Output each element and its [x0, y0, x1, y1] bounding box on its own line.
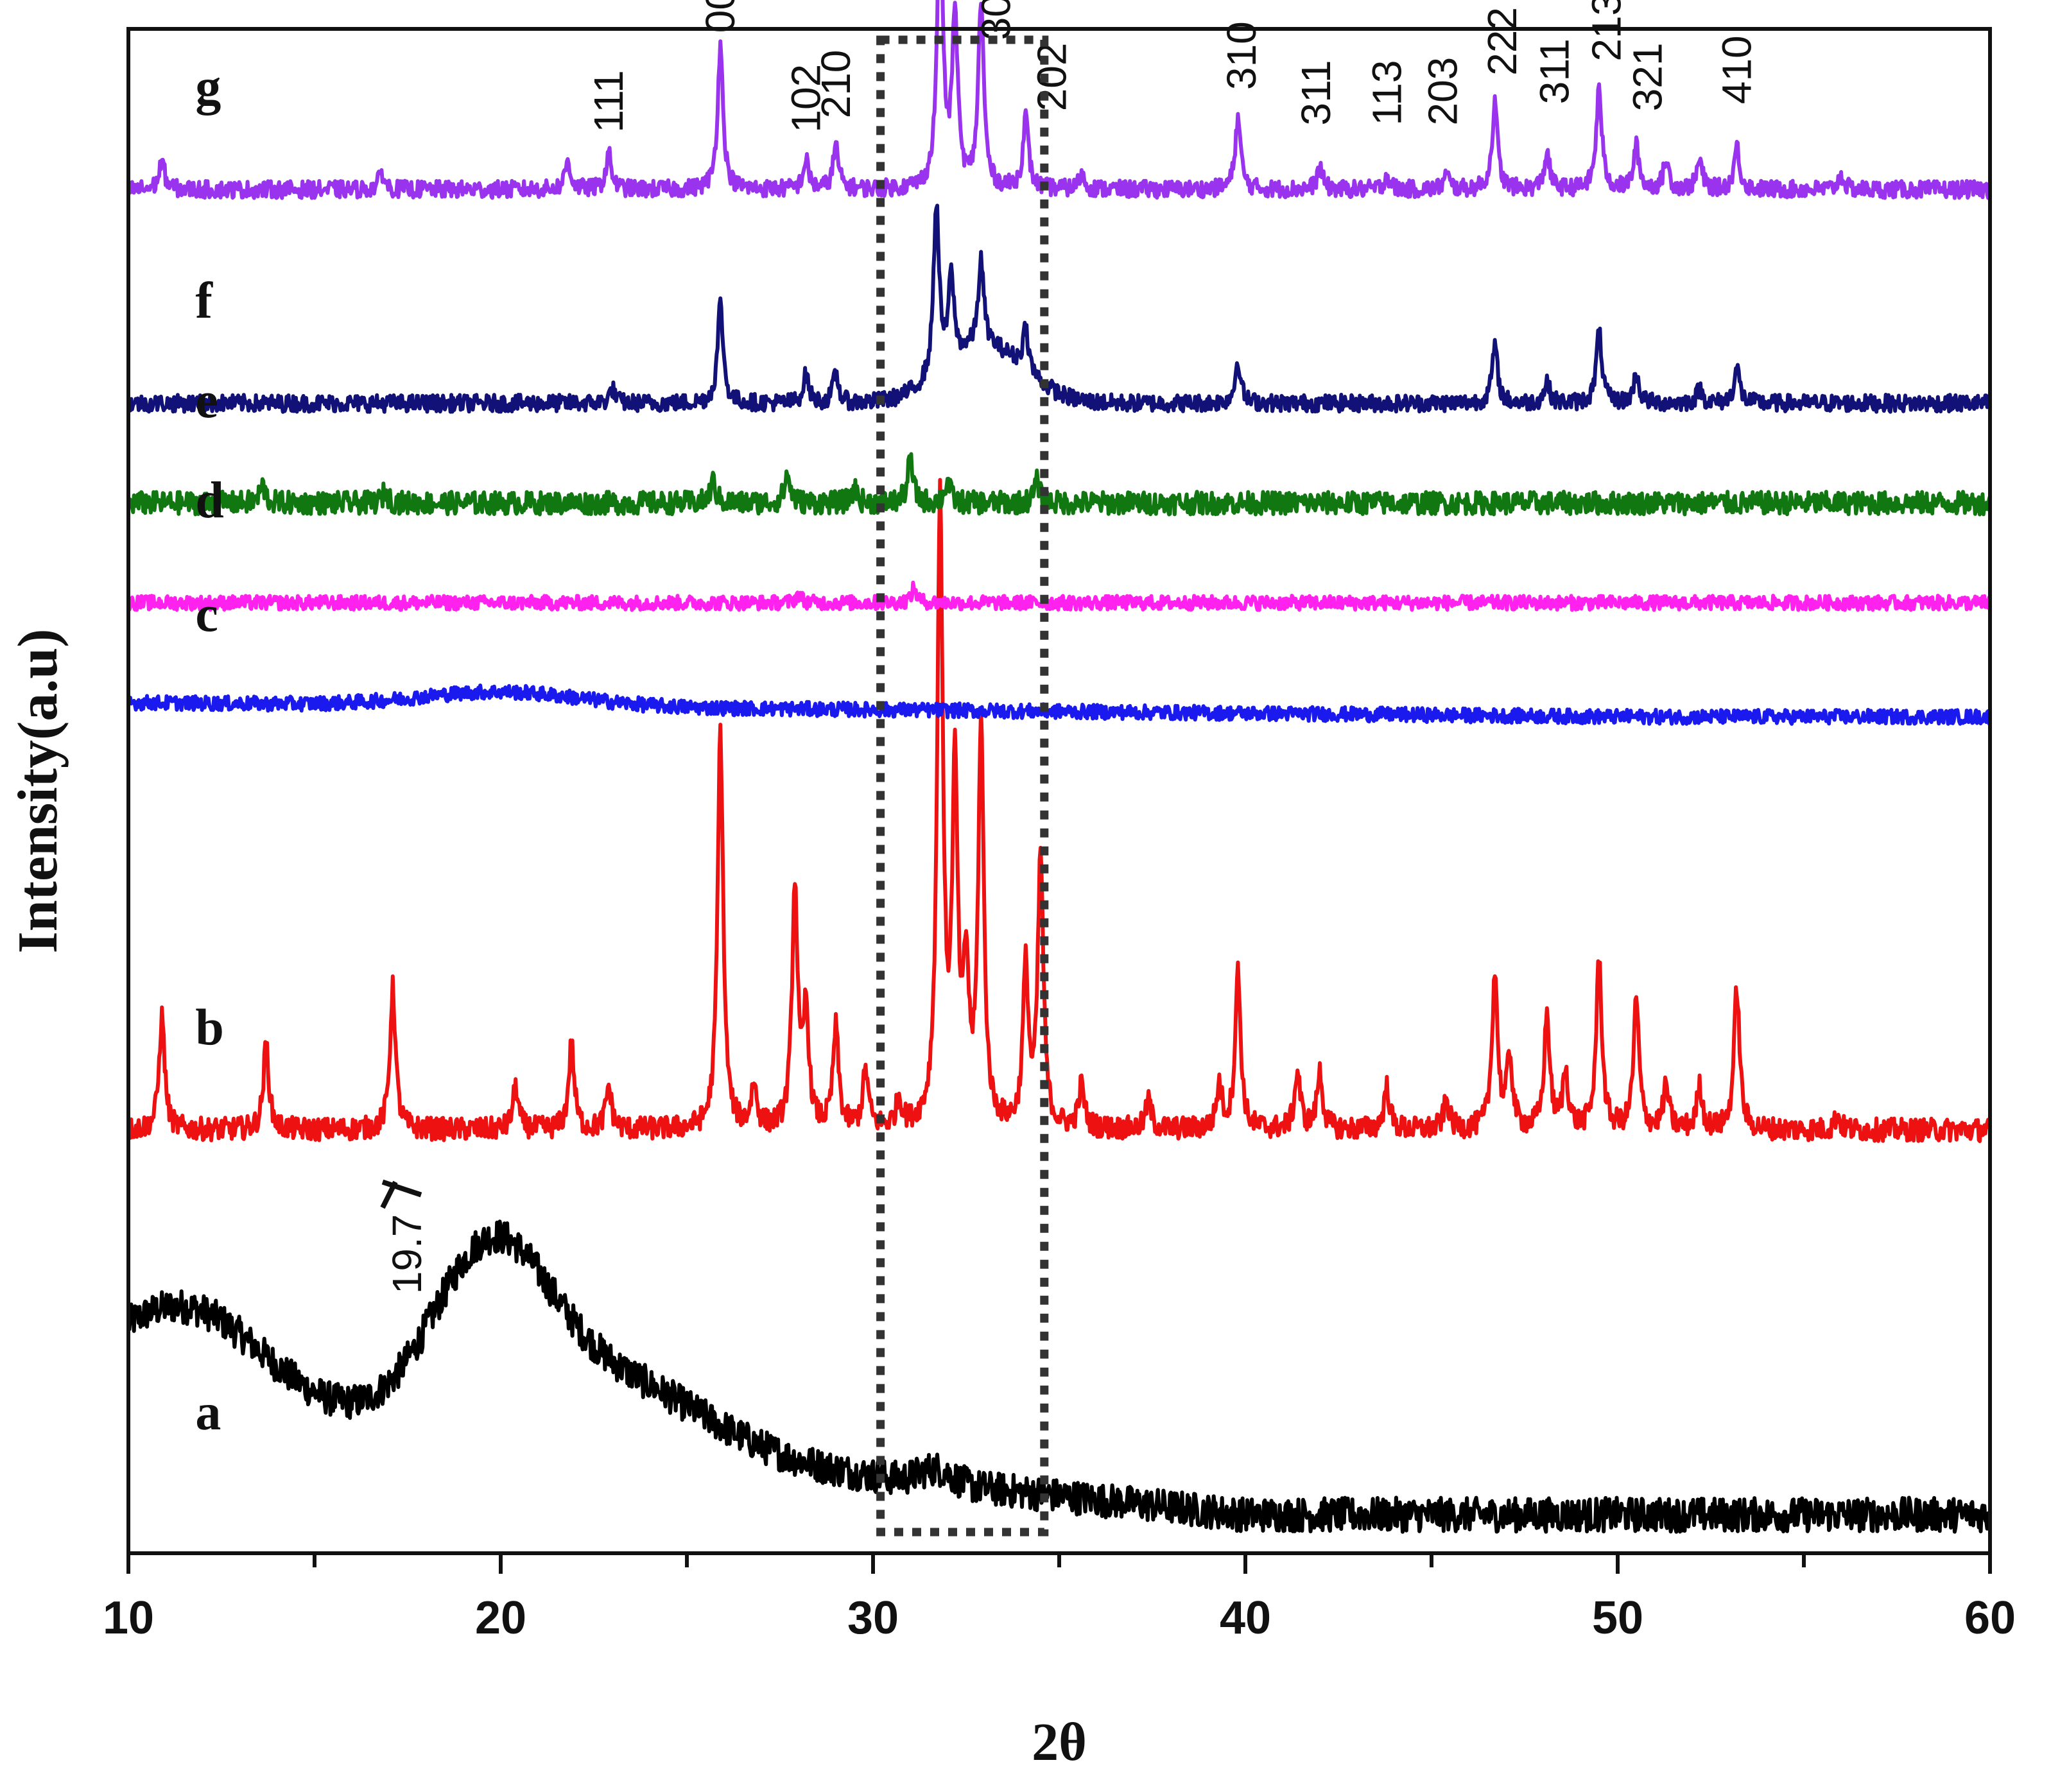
marker-annotation: 19.7	[384, 1214, 430, 1295]
series-a-label: a	[195, 1384, 221, 1441]
series-labels: a b c def g	[195, 59, 224, 1441]
x-tick-label: 10	[103, 1592, 154, 1644]
series-b-label: b	[195, 999, 224, 1056]
peak-label-210: 210	[813, 50, 859, 119]
peak-label-222: 222	[1479, 7, 1525, 76]
peak-label-410: 410	[1714, 35, 1760, 104]
series-d-line	[126, 580, 1992, 612]
series-layer	[126, 0, 1992, 1534]
y-axis-title: Intensity(a.u)	[7, 628, 69, 953]
peak-label-300: 300	[973, 0, 1019, 40]
peak-label-310: 310	[1218, 21, 1265, 90]
series-g-label: g	[195, 59, 221, 116]
x-tick-label: 50	[1592, 1592, 1643, 1644]
marker-tick	[381, 1179, 422, 1198]
series-f-line	[126, 203, 1991, 414]
series-c-line	[126, 684, 1992, 726]
x-tick-label: 40	[1220, 1592, 1271, 1644]
series-b-line	[126, 478, 1992, 1143]
x-axis-title: 2θ	[1032, 1712, 1087, 1772]
x-tick-label: 30	[847, 1592, 899, 1644]
peak-label-321: 321	[1624, 43, 1670, 112]
peak-label-311: 311	[1293, 60, 1339, 125]
peak-label-311: 311	[1531, 39, 1577, 104]
series-g-line	[126, 0, 1992, 200]
series-e-line	[126, 452, 1992, 517]
x-axis-ticks: 10 20 30 40 50 60	[103, 1553, 2016, 1644]
annotation-layer: 1110021022102111123002023103111132032223…	[380, 0, 1760, 1295]
peak-label-102: 102	[783, 64, 829, 133]
peak-label-111: 111	[585, 70, 632, 132]
peak-label-202: 202	[1028, 43, 1075, 112]
x-tick-label: 20	[475, 1592, 526, 1644]
series-d-label: d	[195, 472, 224, 529]
series-e-label: e	[195, 373, 218, 429]
series-a-line	[126, 1219, 1992, 1534]
series-c-label: c	[195, 587, 218, 643]
marker-tick-stem	[380, 1180, 398, 1209]
peak-label-203: 203	[1419, 57, 1466, 126]
peak-label-113: 113	[1363, 60, 1410, 125]
x-tick-label: 60	[1964, 1592, 2016, 1644]
series-f-label: f	[195, 273, 213, 329]
